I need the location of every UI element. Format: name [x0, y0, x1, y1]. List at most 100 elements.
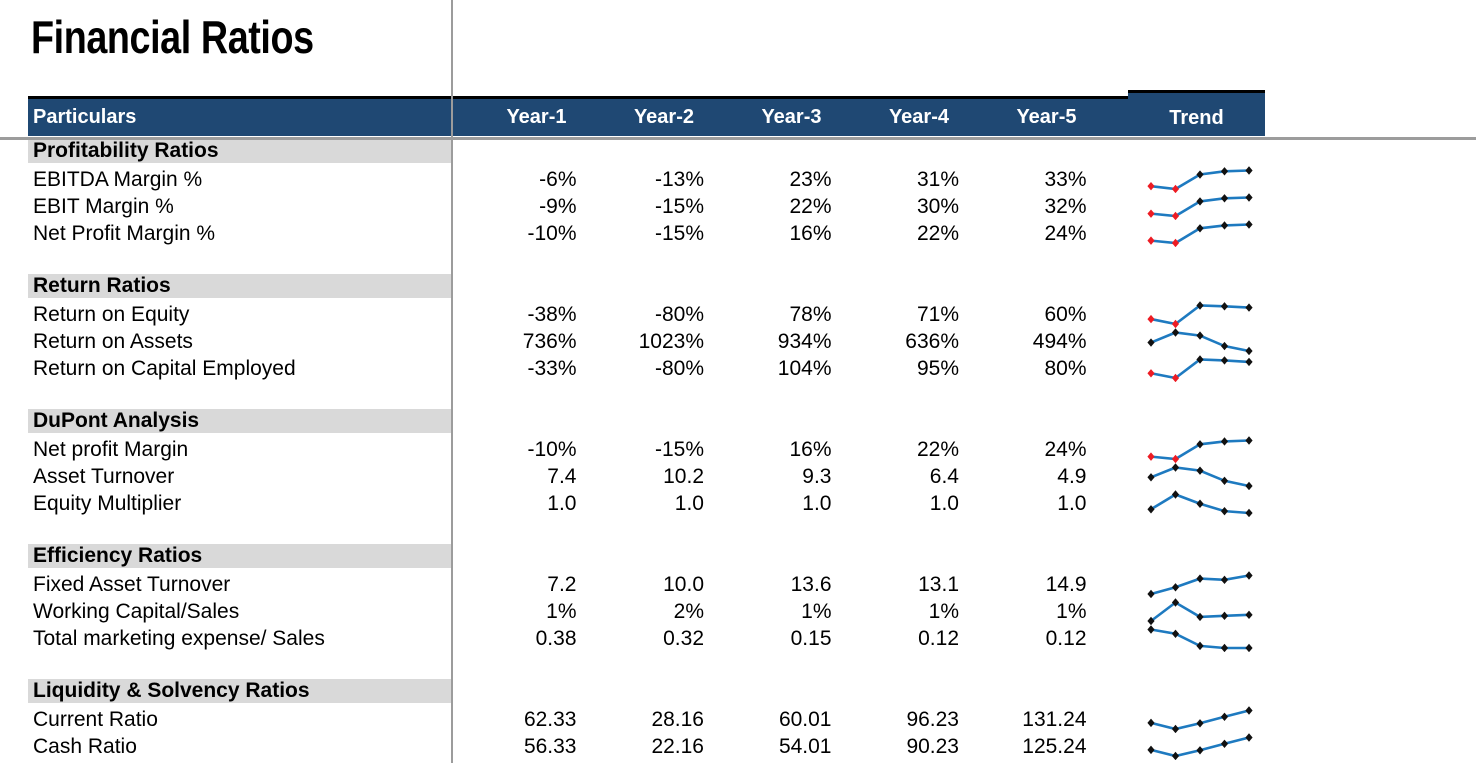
trend-sparkline: [1146, 436, 1253, 463]
cell-year-4: 90.23: [906, 735, 959, 758]
cell-trend: [1091, 490, 1266, 517]
section-header-label: Liquidity & Solvency Ratios: [28, 679, 453, 703]
cell-year-1: 7.2: [547, 573, 577, 596]
cell-year-4: 1.0: [929, 492, 959, 515]
cell-year-2: -15%: [654, 438, 704, 461]
header-year-1: Year-1: [506, 106, 567, 128]
sparkline-marker: [1220, 167, 1228, 176]
cell-year-1: 736%: [522, 330, 577, 353]
cell-year-4: 96.23: [906, 708, 959, 731]
sparkline-marker: [1195, 499, 1204, 508]
sparkline-marker: [1220, 506, 1228, 516]
sparkline-marker: [1220, 712, 1228, 721]
section-header-label: Efficiency Ratios: [28, 544, 453, 568]
spacer-row: [28, 382, 1265, 409]
cell-year-4: 71%: [916, 303, 959, 326]
section-header-row: DuPont Analysis: [28, 409, 1265, 436]
cell-trend: [1091, 706, 1266, 733]
sparkline-marker: [1244, 166, 1253, 175]
spacer-row: [28, 247, 1265, 274]
cell-year-3: 1.0: [802, 492, 832, 515]
sparkline-marker: [1244, 643, 1253, 652]
cell-year-4: 1%: [928, 600, 959, 623]
section-header-row: Efficiency Ratios: [28, 544, 1265, 571]
sparkline-marker: [1146, 209, 1155, 218]
cell-trend: [1091, 733, 1266, 760]
sparkline-marker: [1171, 211, 1179, 220]
sparkline-marker: [1244, 706, 1253, 715]
cell-year-1: -10%: [527, 438, 577, 461]
row-label: Return on Equity: [33, 303, 190, 326]
sparkline-marker: [1220, 476, 1228, 485]
cell-year-5: 0.12: [1045, 627, 1087, 650]
cell-year-5: 494%: [1032, 330, 1087, 353]
cell-year-4: 31%: [916, 168, 959, 191]
cell-year-2: -13%: [654, 168, 704, 191]
cell-year-2: 10.2: [663, 465, 704, 488]
section-header-row: Profitability Ratios: [28, 139, 1265, 166]
cell-year-4: 13.1: [918, 573, 959, 596]
cell-year-4: 95%: [916, 357, 959, 380]
cell-year-1: 1%: [546, 600, 577, 623]
sparkline-marker: [1146, 625, 1155, 634]
trend-sparkline: [1146, 490, 1253, 517]
cell-year-3: 23%: [789, 168, 832, 191]
cell-year-1: 0.38: [535, 627, 577, 650]
cell-year-4: 6.4: [929, 465, 959, 488]
header-year-3: Year-3: [761, 106, 822, 128]
sparkline-marker: [1244, 357, 1253, 367]
trend-sparkline: [1146, 706, 1253, 733]
sparkline-marker: [1195, 719, 1204, 728]
row-label: EBIT Margin %: [33, 195, 174, 218]
sparkline-marker: [1146, 236, 1155, 245]
cell-trend: [1091, 598, 1266, 625]
sparkline-marker: [1146, 452, 1155, 461]
row-label: Net Profit Margin %: [33, 222, 216, 245]
sparkline-marker: [1146, 181, 1155, 191]
cell-year-2: 0.32: [663, 627, 704, 650]
sparkline-marker: [1171, 751, 1179, 760]
cell-year-1: -10%: [527, 222, 577, 245]
column-divider-line: [451, 0, 453, 763]
sparkline-marker: [1220, 356, 1228, 365]
cell-year-2: 2%: [673, 600, 704, 623]
table-row: Net Profit Margin % -10% -15% 16% 22% 24%: [28, 220, 1265, 247]
sparkline-marker: [1220, 611, 1228, 621]
cell-trend: [1091, 625, 1266, 652]
table-body: Profitability Ratios EBITDA Margin % -6% -1…: [28, 139, 1265, 760]
sparkline-marker: [1195, 641, 1204, 651]
cell-year-5: 24%: [1044, 222, 1087, 245]
header-underline: [0, 137, 1476, 140]
sparkline-marker: [1195, 331, 1204, 340]
section-header-label: Return Ratios: [28, 274, 453, 298]
table-row: Equity Multiplier 1.0 1.0 1.0 1.0 1.0: [28, 490, 1265, 517]
table-row: Total marketing expense/ Sales 0.38 0.32 0.…: [28, 625, 1265, 652]
trend-sparkline: [1146, 166, 1253, 193]
cell-year-2: -15%: [654, 195, 704, 218]
cell-year-1: -9%: [539, 195, 577, 218]
cell-year-3: 78%: [789, 303, 832, 326]
cell-trend: [1091, 571, 1266, 598]
cell-trend: [1091, 463, 1266, 490]
section-header-label: Profitability Ratios: [28, 139, 453, 163]
spacer-row: [28, 517, 1265, 544]
row-label: Total marketing expense/ Sales: [33, 627, 325, 650]
sparkline-marker: [1146, 589, 1155, 598]
sparkline-marker: [1146, 314, 1155, 324]
sparkline-marker: [1171, 238, 1179, 247]
sparkline-marker: [1171, 328, 1179, 337]
cell-year-3: 22%: [789, 195, 832, 218]
trend-sparkline: [1146, 355, 1253, 382]
cell-year-5: 33%: [1044, 168, 1087, 191]
cell-year-1: 1.0: [547, 492, 577, 515]
cell-year-5: 60%: [1044, 303, 1087, 326]
row-label: Equity Multiplier: [33, 492, 182, 515]
cell-year-3: 16%: [789, 222, 832, 245]
trend-sparkline: [1146, 301, 1253, 328]
cell-trend: [1091, 220, 1266, 247]
cell-year-3: 934%: [777, 330, 832, 353]
trend-sparkline: [1146, 571, 1253, 598]
cell-year-3: 9.3: [802, 465, 832, 488]
cell-year-5: 125.24: [1022, 735, 1087, 758]
